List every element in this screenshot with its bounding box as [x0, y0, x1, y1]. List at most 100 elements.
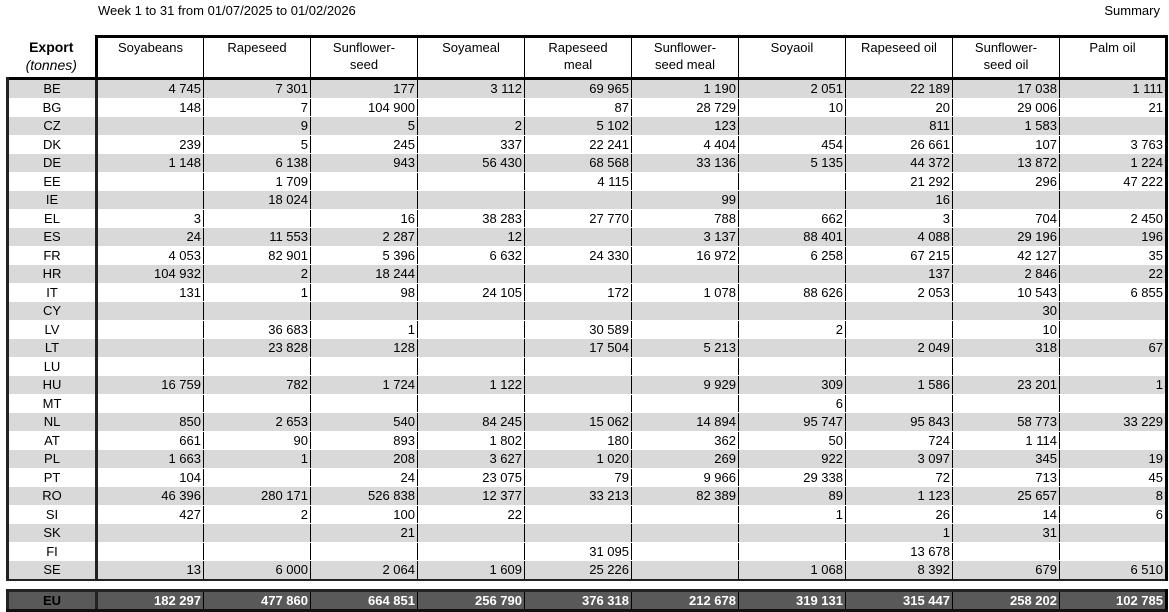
value-cell: 177 [310, 77, 418, 99]
value-cell: 26 [845, 505, 953, 524]
value-cell [96, 172, 204, 191]
table-row: LU [6, 357, 1168, 376]
value-cell: 6 [738, 394, 846, 413]
value-cell: 148 [96, 98, 204, 117]
value-cell: 6 000 [203, 560, 311, 581]
value-cell: 3 763 [1059, 135, 1168, 154]
value-cell [738, 116, 846, 136]
column-header-line: Sunflower- [332, 40, 396, 55]
value-cell: 943 [310, 153, 418, 173]
column-header-line: seed oil [983, 57, 1029, 72]
value-cell: 6 138 [203, 153, 311, 173]
column-header: Rapeseed meal [524, 35, 632, 79]
value-cell: 21 [1059, 98, 1168, 117]
value-cell: 19 [1059, 449, 1168, 469]
value-cell: 22 [1059, 264, 1168, 284]
value-cell: 196 [1059, 227, 1168, 247]
value-cell: 67 [1059, 338, 1168, 358]
value-cell: 72 [845, 468, 953, 487]
value-cell: 309 [738, 375, 846, 395]
value-cell: 477 860 [203, 588, 311, 612]
value-cell: 84 245 [417, 412, 525, 432]
value-cell: 1 609 [417, 560, 525, 581]
country-cell: BG [6, 98, 98, 117]
value-cell: 99 [631, 190, 739, 210]
column-header: Soyaoil [738, 35, 846, 79]
value-cell [524, 505, 632, 524]
value-cell: 318 [952, 338, 1060, 358]
export-heading: Export [29, 38, 74, 55]
value-cell [203, 468, 311, 487]
value-cell: 172 [524, 283, 632, 302]
value-cell: 724 [845, 431, 953, 450]
value-cell: 16 [845, 190, 953, 210]
value-cell [631, 505, 739, 524]
value-cell: 12 377 [417, 486, 525, 506]
spacer [7, 579, 1167, 590]
value-cell [738, 172, 846, 191]
table-row: EL 3 16 38 283 27 770 788 662 3 704 2 450 [6, 209, 1168, 228]
value-cell: 14 [952, 505, 1060, 524]
column-header-line: Soyabeans [117, 40, 184, 55]
value-cell: 704 [952, 209, 1060, 228]
value-cell: 69 965 [524, 77, 632, 99]
value-cell: 18 024 [203, 190, 311, 210]
value-cell: 1 122 [417, 375, 525, 395]
table-row: BG 148 7 104 900 87 28 729 10 20 29 006 21 [6, 98, 1168, 117]
value-cell: 3 [845, 209, 953, 228]
country-cell: FI [6, 542, 98, 561]
value-cell: 17 038 [952, 77, 1060, 99]
country-cell: IE [6, 190, 98, 210]
value-cell [417, 98, 525, 117]
column-header: Sunflower-seed oil [952, 35, 1060, 79]
value-cell: 1 802 [417, 431, 525, 450]
table-row: RO 46 396 280 171 526 838 12 377 33 213 82 389… [6, 486, 1168, 506]
value-cell: 788 [631, 209, 739, 228]
value-cell: 10 543 [952, 283, 1060, 302]
value-cell: 87 [524, 98, 632, 117]
value-cell: 1 [845, 523, 953, 543]
value-cell [738, 264, 846, 284]
value-cell: 362 [631, 431, 739, 450]
value-cell: 2 [417, 116, 525, 136]
value-cell: 212 678 [631, 588, 739, 612]
value-cell: 1 663 [96, 449, 204, 469]
value-cell: 7 301 [203, 77, 311, 99]
country-cell: LU [6, 357, 98, 376]
value-cell: 107 [952, 135, 1060, 154]
column-header-line: Soyaoil [770, 40, 814, 55]
value-cell: 2 450 [1059, 209, 1168, 228]
column-header: Rapeseed [203, 35, 311, 79]
value-cell [1059, 394, 1168, 413]
value-cell: 3 112 [417, 77, 525, 99]
value-cell [631, 301, 739, 321]
value-cell: 1 190 [631, 77, 739, 99]
value-cell [417, 320, 525, 339]
value-cell: 9 929 [631, 375, 739, 395]
value-cell: 23 828 [203, 338, 311, 358]
value-cell: 22 189 [845, 77, 953, 99]
value-cell: 1 [203, 449, 311, 469]
column-header-line: Rapeseed [548, 40, 608, 55]
value-cell: 82 901 [203, 246, 311, 265]
value-cell [1059, 190, 1168, 210]
value-cell: 6 510 [1059, 560, 1168, 581]
value-cell: 3 627 [417, 449, 525, 469]
country-cell: AT [6, 431, 98, 450]
value-cell [631, 560, 739, 581]
value-cell: 5 135 [738, 153, 846, 173]
value-cell [203, 523, 311, 543]
value-cell [203, 394, 311, 413]
value-cell: 1 583 [952, 116, 1060, 136]
value-cell: 2 064 [310, 560, 418, 581]
value-cell: 315 447 [845, 588, 953, 612]
value-cell: 16 972 [631, 246, 739, 265]
table-row: DE 1 148 6 138 943 56 430 68 568 33 136 5 135 44… [6, 153, 1168, 173]
table-row: BE 4 745 7 301 177 3 112 69 965 1 190 2 051 22 1… [6, 77, 1168, 99]
value-cell: 24 330 [524, 246, 632, 265]
value-cell: 1 114 [952, 431, 1060, 450]
value-cell [524, 523, 632, 543]
value-cell: 454 [738, 135, 846, 154]
value-cell: 30 589 [524, 320, 632, 339]
country-cell: EU [6, 588, 98, 612]
